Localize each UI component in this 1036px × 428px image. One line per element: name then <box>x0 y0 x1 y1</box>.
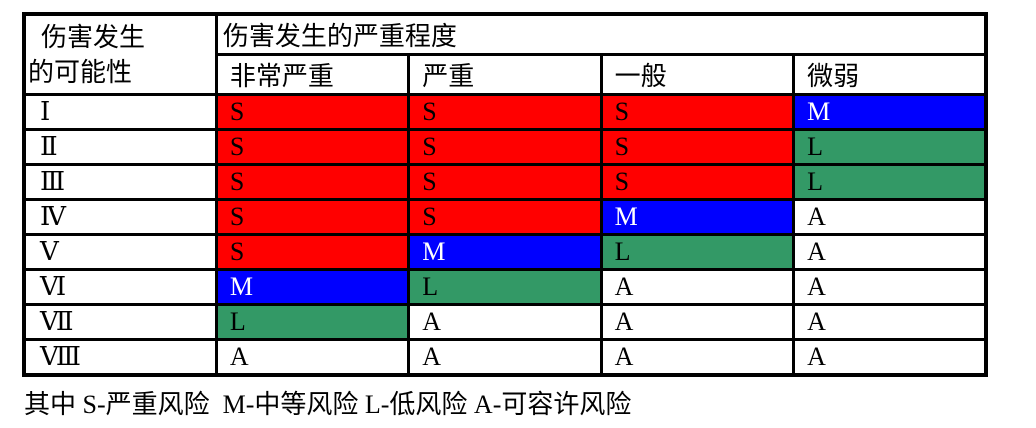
likelihood-label: Ⅰ <box>22 93 218 131</box>
severity-level-general: 一般 <box>599 53 796 96</box>
risk-cell: A <box>792 198 988 236</box>
risk-cell: S <box>214 128 411 166</box>
risk-cell: S <box>407 93 603 131</box>
risk-cell: S <box>214 163 411 201</box>
risk-cell: M <box>599 198 796 236</box>
likelihood-header-line1: 伤害发生 <box>41 22 146 52</box>
risk-cell: S <box>599 163 796 201</box>
likelihood-label: Ⅷ <box>22 338 218 376</box>
risk-cell: S <box>214 198 411 236</box>
likelihood-header-cell: 伤害发生 的可能性 <box>22 12 218 96</box>
risk-cell: S <box>599 93 796 131</box>
risk-cell: A <box>599 268 796 306</box>
risk-cell: L <box>599 233 796 271</box>
risk-cell: A <box>792 268 988 306</box>
risk-cell: A <box>407 338 603 376</box>
risk-cell: L <box>214 303 411 341</box>
risk-cell: A <box>599 303 796 341</box>
likelihood-label: Ⅵ <box>22 268 218 306</box>
likelihood-label: Ⅱ <box>22 128 218 166</box>
risk-cell: L <box>792 128 988 166</box>
severity-level-severe: 严重 <box>407 53 603 96</box>
likelihood-label: Ⅲ <box>22 163 218 201</box>
legend-note: 其中 S-严重风险 M-中等风险 L-低风险 A-可容许风险 <box>24 389 632 419</box>
severity-header-cell: 伤害发生的严重程度 <box>214 12 988 56</box>
risk-cell: S <box>214 233 411 271</box>
severity-level-weak: 微弱 <box>792 53 988 96</box>
risk-cell: S <box>214 93 411 131</box>
likelihood-label: Ⅳ <box>22 198 218 236</box>
likelihood-label: Ⅴ <box>22 233 218 271</box>
risk-cell: A <box>792 233 988 271</box>
likelihood-header-line2: 的可能性 <box>28 57 133 87</box>
risk-cell: A <box>407 303 603 341</box>
risk-cell: S <box>407 198 603 236</box>
risk-cell: L <box>407 268 603 306</box>
risk-cell: A <box>214 338 411 376</box>
risk-cell: A <box>792 303 988 341</box>
risk-cell: M <box>407 233 603 271</box>
header-row-1: 伤害发生 的可能性 伤害发生的严重程度 <box>22 12 988 96</box>
risk-cell: S <box>599 128 796 166</box>
risk-cell: L <box>792 163 988 201</box>
risk-cell: S <box>407 163 603 201</box>
risk-cell: M <box>214 268 411 306</box>
risk-cell: A <box>599 338 796 376</box>
header-row-2: 非常严重 严重 一般 微弱 <box>24 53 988 96</box>
severity-level-very-severe: 非常严重 <box>214 53 411 96</box>
risk-cell: A <box>792 338 988 376</box>
risk-cell: S <box>407 128 603 166</box>
likelihood-label: Ⅶ <box>22 303 218 341</box>
risk-cell: M <box>792 93 988 131</box>
